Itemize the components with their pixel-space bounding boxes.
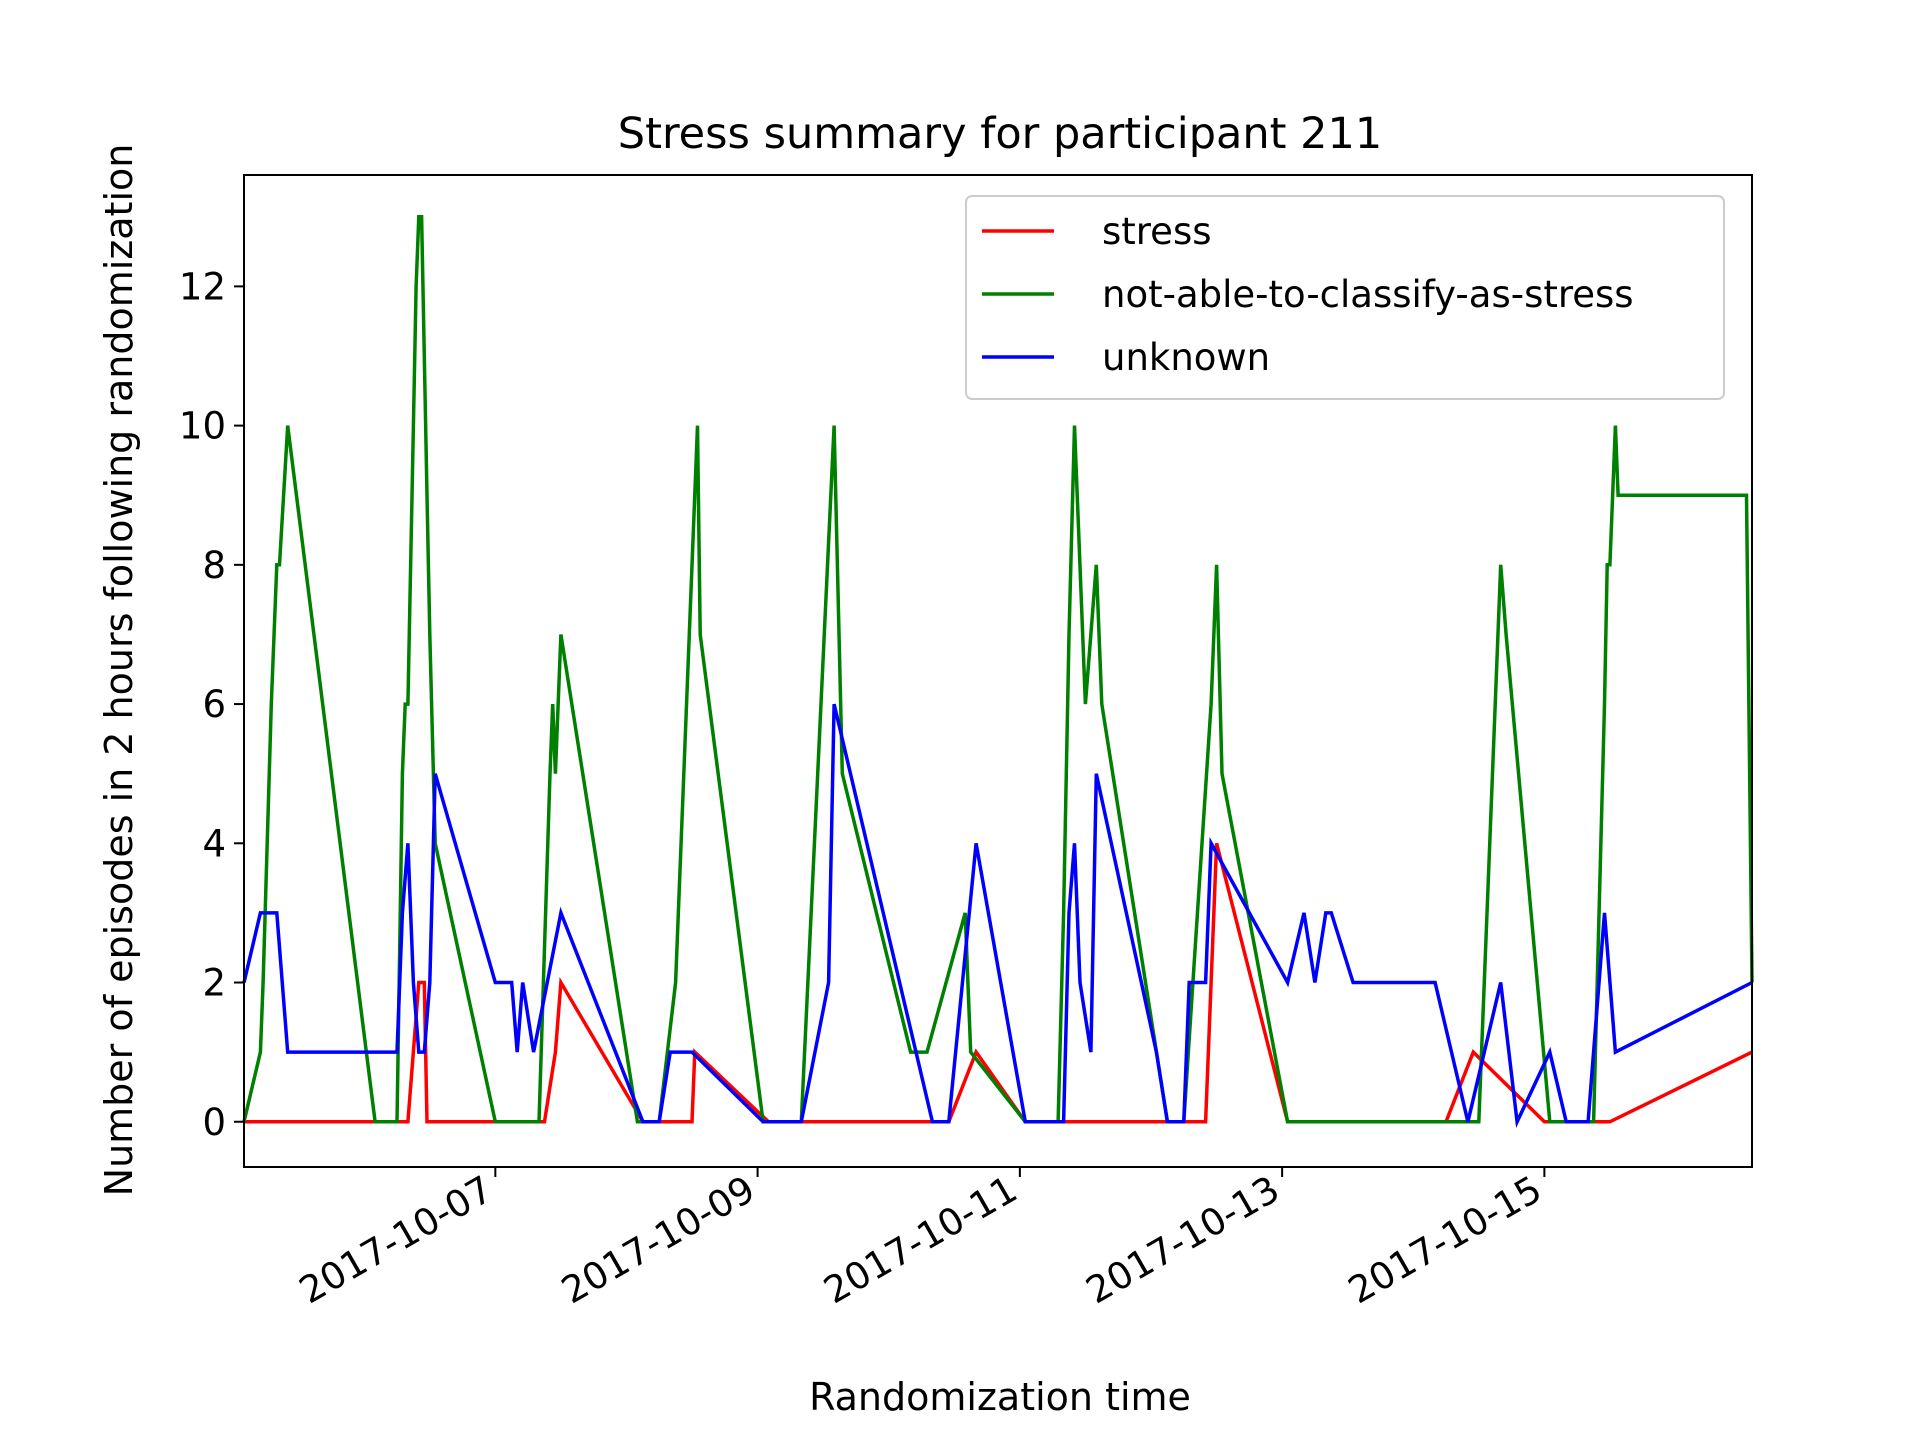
- y-ticks: 0 2 4 6 8 10 12: [179, 265, 244, 1144]
- x-axis-label: Randomization time: [809, 1375, 1191, 1419]
- y-tick-label: 8: [202, 544, 226, 587]
- y-tick-label: 12: [179, 265, 226, 308]
- legend: stress not-able-to-classify-as-stress unkn…: [965, 195, 1725, 400]
- plot-frame: [243, 174, 1753, 1168]
- legend-label-0: stress: [1102, 210, 1212, 253]
- y-tick-label: 4: [202, 822, 226, 865]
- series-layer: [242, 215, 1754, 1129]
- legend-box: [965, 195, 1725, 400]
- y-tick-label: 10: [179, 405, 226, 448]
- series-line-2: [242, 703, 1753, 1129]
- y-tick-label: 2: [202, 962, 226, 1005]
- y-tick-label: 6: [202, 683, 226, 726]
- legend-label-1: not-able-to-classify-as-stress: [1102, 273, 1634, 316]
- y-axis-label: Number of episodes in 2 hours following …: [97, 144, 141, 1197]
- chart-title: Stress summary for participant 211: [618, 109, 1382, 159]
- series-line-1: [242, 215, 1754, 1124]
- legend-label-2: unknown: [1102, 336, 1270, 379]
- y-tick-label: 0: [202, 1101, 226, 1144]
